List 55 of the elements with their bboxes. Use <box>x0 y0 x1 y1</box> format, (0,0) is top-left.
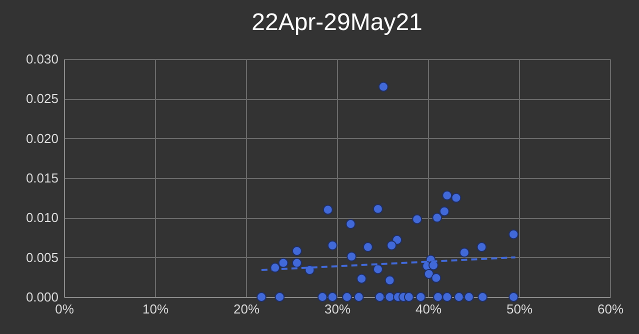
point <box>342 292 352 302</box>
x-tick-label: 20% <box>233 302 260 316</box>
point <box>459 248 470 258</box>
point <box>451 192 462 203</box>
point <box>412 214 422 224</box>
y-tick-label: 0.010 <box>26 210 58 226</box>
point <box>274 292 285 302</box>
point <box>354 292 364 302</box>
x-tick-label: 50% <box>506 302 533 316</box>
point <box>404 292 414 302</box>
point <box>442 190 452 200</box>
point <box>384 292 395 302</box>
x-tick-label: 30% <box>324 302 351 316</box>
point <box>464 292 474 302</box>
y-tick-label: 0.015 <box>26 170 58 186</box>
y-tick-label: 0.005 <box>26 250 58 265</box>
point <box>362 242 373 252</box>
point <box>386 240 397 250</box>
point <box>508 292 519 302</box>
point <box>424 269 434 279</box>
point <box>416 292 426 302</box>
point <box>439 206 450 216</box>
point <box>327 292 338 302</box>
point <box>374 292 385 302</box>
point <box>432 212 442 223</box>
point <box>508 229 519 240</box>
y-tick-label: 0.020 <box>26 130 58 146</box>
x-tick-label: 0% <box>55 302 74 316</box>
x-tick-label: 60% <box>597 302 624 316</box>
y-tick-label: 0.000 <box>26 290 58 304</box>
point <box>317 292 328 302</box>
point <box>256 292 266 302</box>
chart-title: 22Apr-29May21 <box>252 9 422 36</box>
y-tick-label: 0.025 <box>26 91 58 106</box>
point <box>322 204 333 215</box>
point <box>442 292 452 302</box>
point <box>346 219 356 229</box>
point <box>454 292 464 302</box>
point <box>433 292 443 302</box>
x-tick-label: 10% <box>142 302 169 316</box>
point <box>384 275 395 286</box>
x-tick-label: 40% <box>415 302 442 316</box>
point <box>327 240 338 250</box>
point <box>292 246 302 256</box>
y-tick-label: 0.030 <box>26 52 58 66</box>
point <box>372 204 383 214</box>
point <box>378 82 388 92</box>
point <box>356 274 367 284</box>
point <box>346 252 357 262</box>
point <box>372 264 383 274</box>
point <box>292 258 302 268</box>
point <box>476 242 487 252</box>
point <box>278 258 288 268</box>
point <box>431 272 442 283</box>
point <box>478 292 488 302</box>
